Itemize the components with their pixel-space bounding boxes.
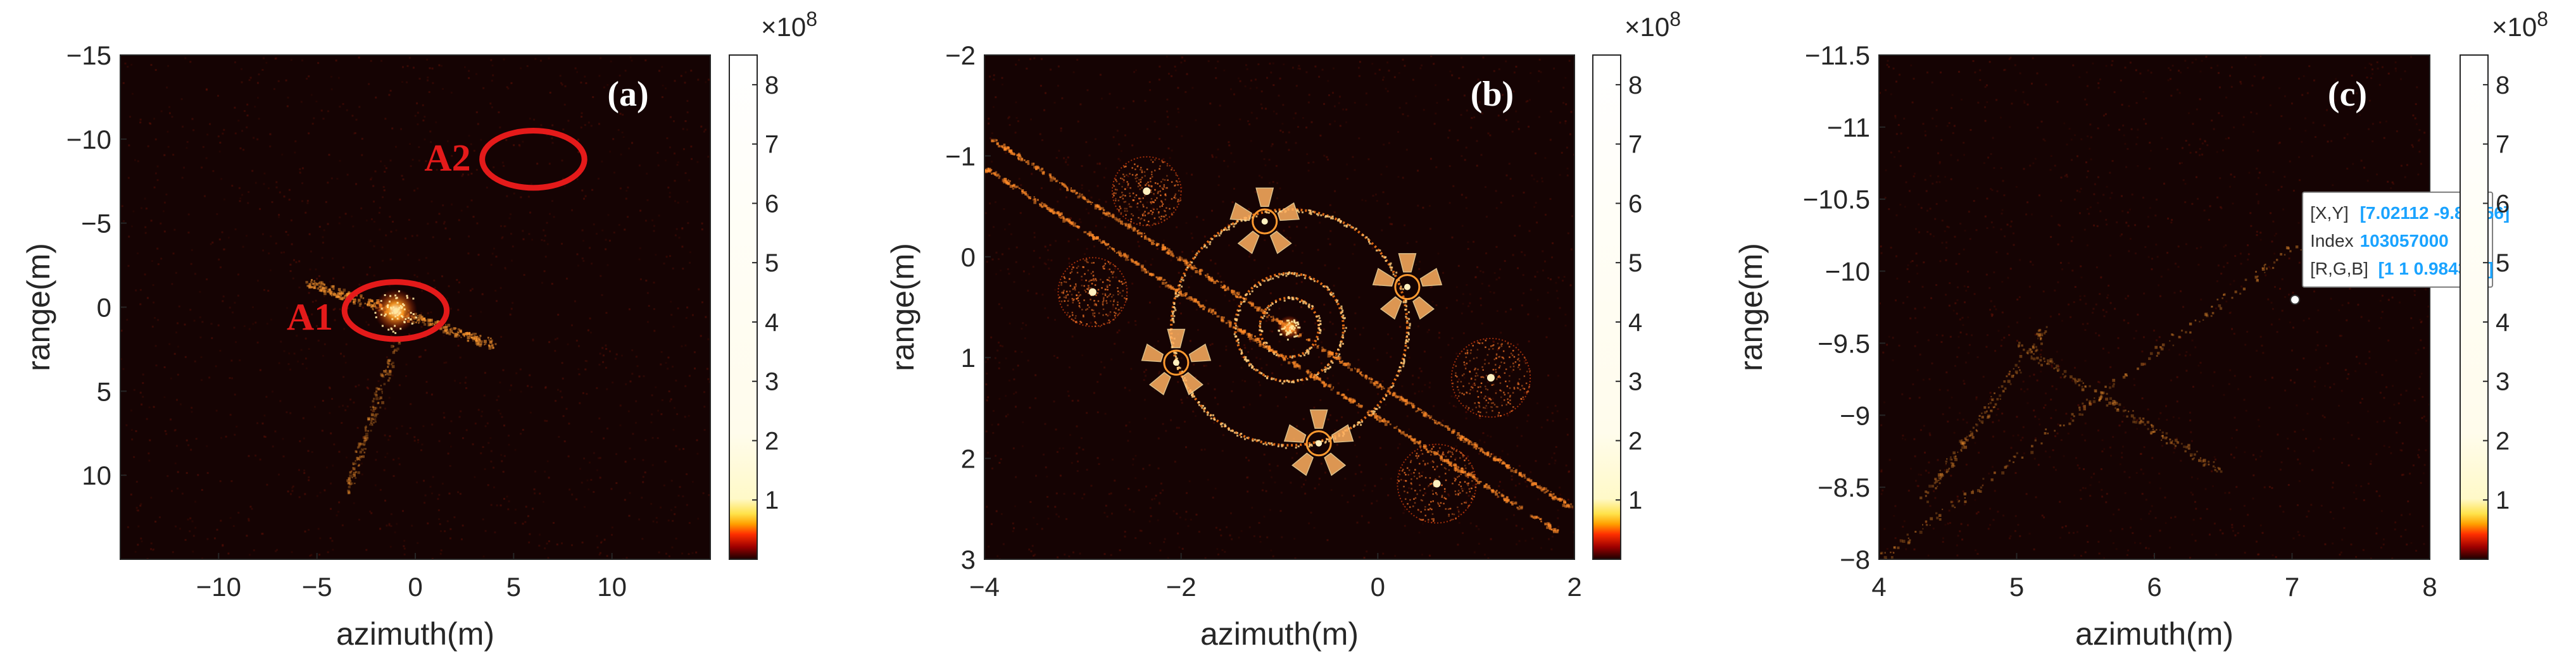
y-axis-label: range(m): [21, 243, 56, 371]
colorbar-tick-label: 1: [1628, 487, 1642, 514]
y-tick-label: −10.5: [1803, 185, 1870, 214]
y-tick-label: −8: [1840, 545, 1870, 574]
x-tick-label: 2: [1567, 572, 1581, 602]
heatmap-background: [1879, 55, 2430, 559]
colorbar-tick-label: 5: [2496, 249, 2510, 277]
colorbar-tick-label: 7: [1628, 131, 1642, 159]
colorbar-tick-label: 2: [1628, 427, 1642, 455]
x-tick-label: −10: [196, 572, 241, 602]
colorbar-exponent: ×108: [761, 8, 817, 42]
y-tick-label: 5: [97, 376, 111, 406]
y-tick-label: −2: [945, 40, 976, 70]
x-tick-label: 8: [2422, 572, 2437, 602]
y-tick-label: −5: [81, 209, 111, 239]
annotation-label-a1: A1: [287, 296, 333, 338]
x-tick-label: 0: [408, 572, 422, 602]
colorbar-tick-label: 6: [2496, 190, 2510, 218]
datatip-row-label: [X,Y]: [2310, 203, 2349, 223]
colorbar-tick-label: 4: [2496, 309, 2510, 337]
y-tick-label: 0: [961, 242, 976, 272]
colorbar: [2460, 55, 2488, 559]
y-tick-label: −15: [66, 40, 111, 70]
y-tick-label: 10: [82, 461, 111, 490]
colorbar: [1593, 55, 1621, 559]
x-tick-label: 4: [1871, 572, 1886, 602]
panel-c: 4 5 6 7 8 −11.5 −11 −10.5 −10 −9.5 −9 −8.5 −8 azimuth…: [1733, 8, 2548, 652]
x-tick-label: 5: [2009, 572, 2024, 602]
y-tick-label: −9.5: [1818, 328, 1870, 358]
x-tick-label: 7: [2285, 572, 2299, 602]
y-tick-label: −11.5: [1805, 40, 1870, 70]
colorbar-tick-label: 3: [765, 368, 779, 396]
datatip-row-label: [R,G,B]: [2310, 259, 2368, 278]
colorbar-tick-label: 8: [765, 71, 779, 99]
y-tick-label: 3: [961, 545, 976, 574]
colorbar-tick-label: 1: [765, 487, 779, 514]
colorbar-tick-label: 2: [2496, 427, 2510, 455]
colorbar-tick-label: 1: [2496, 487, 2510, 514]
y-tick-label: 2: [961, 444, 976, 474]
y-tick-label: −9: [1840, 400, 1870, 430]
colorbar: [729, 55, 757, 559]
colorbar-tick-label: 5: [1628, 249, 1642, 277]
x-tick-label: −4: [969, 572, 1000, 602]
colorbar-tick-label: 3: [2496, 368, 2510, 396]
colorbar-tick-label: 5: [765, 249, 779, 277]
panel-b: −4 −2 0 2 −2 −1 0 1 2 3 azimuth(m) range(m) (b) 1 2 3 4 5…: [885, 8, 1681, 652]
datatip-row-label: Index: [2310, 231, 2354, 251]
colorbar-tick-label: 6: [1628, 190, 1642, 218]
colorbar-tick-label: 4: [765, 309, 779, 337]
x-tick-label: 0: [1371, 572, 1385, 602]
panel-label: (c): [2328, 75, 2367, 114]
colorbar-tick-label: 8: [2496, 71, 2510, 99]
x-tick-label: −5: [302, 572, 332, 602]
x-axis-label: azimuth(m): [336, 616, 494, 652]
x-tick-label: 10: [597, 572, 627, 602]
y-axis-label: range(m): [885, 243, 920, 371]
colorbar-tick-label: 6: [765, 190, 779, 218]
colorbar-tick-label: 8: [1628, 71, 1642, 99]
colorbar-tick-label: 4: [1628, 309, 1642, 337]
panel-a: −10 −5 0 5 10 −15 −10 −5 0 5 10 azimuth(m) range(m) (…: [21, 8, 817, 652]
x-tick-label: 5: [506, 572, 521, 602]
datatip-marker[interactable]: [2290, 295, 2299, 304]
y-tick-label: −1: [945, 141, 976, 171]
colorbar-tick-label: 2: [765, 427, 779, 455]
y-axis-label: range(m): [1733, 243, 1769, 371]
annotation-label-a2: A2: [424, 137, 470, 179]
colorbar-exponent: ×108: [1624, 8, 1681, 42]
x-axis-label: azimuth(m): [2075, 616, 2234, 652]
y-tick-label: −11: [1827, 113, 1870, 142]
y-tick-label: −8.5: [1818, 473, 1870, 502]
y-tick-label: −10: [1825, 257, 1870, 287]
x-axis-label: azimuth(m): [1200, 616, 1359, 652]
panel-label: (a): [607, 75, 648, 114]
x-tick-label: 6: [2147, 572, 2161, 602]
colorbar-tick-label: 7: [2496, 131, 2510, 159]
x-tick-label: −2: [1166, 572, 1197, 602]
y-tick-label: 1: [961, 343, 976, 373]
y-tick-label: 0: [97, 293, 111, 323]
y-tick-label: −10: [66, 125, 111, 154]
panel-label: (b): [1471, 75, 1514, 114]
colorbar-tick-label: 3: [1628, 368, 1642, 396]
datatip-row-value: 103057000: [2360, 231, 2449, 251]
colorbar-exponent: ×108: [2492, 8, 2548, 42]
colorbar-tick-label: 7: [765, 131, 779, 159]
